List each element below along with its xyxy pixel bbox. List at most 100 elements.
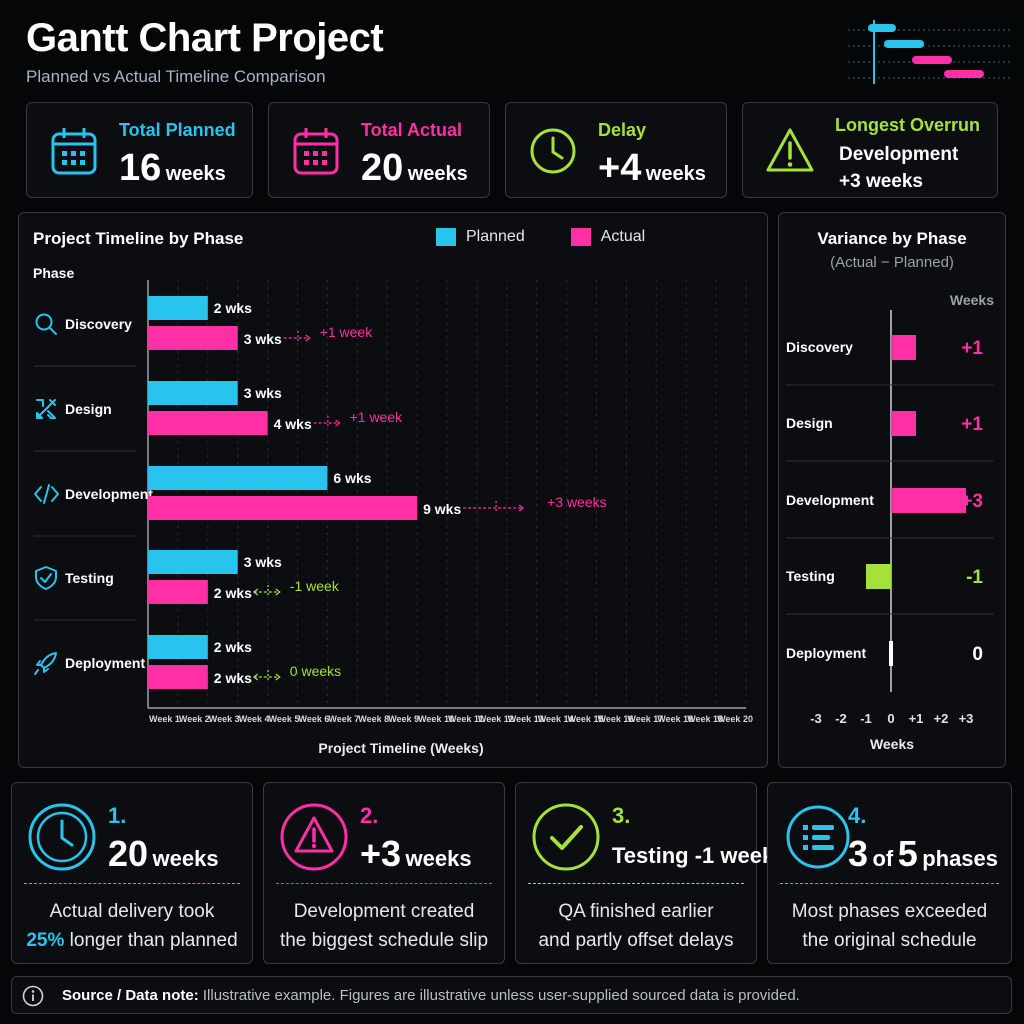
variance-x-axis-title: Weeks	[870, 736, 914, 752]
insight-highlight: 25%	[26, 930, 65, 951]
variance-x-tick-label: -2	[835, 711, 847, 726]
kpi-longest-overrun: Longest Overrun Development +3 weeks	[742, 102, 998, 198]
phase-axis-label: Phase	[33, 265, 74, 281]
variance-x-tick-label: 0	[887, 711, 894, 726]
kpi-label: Delay	[598, 120, 647, 140]
insight-unit: phases	[922, 846, 999, 871]
insight-text-line2: the biggest schedule slip	[279, 930, 489, 951]
variance-bar	[891, 335, 916, 360]
insight-text-line1: QA finished earlier	[558, 901, 714, 922]
page-subtitle: Planned vs Actual Timeline Comparison	[26, 67, 326, 86]
variance-bar	[891, 488, 966, 513]
insight-text-line1: Actual delivery took	[49, 901, 215, 922]
insight-number: 1.	[108, 803, 127, 828]
chart-legend: Planned Actual	[436, 228, 645, 246]
variance-bar	[889, 641, 893, 666]
page-title: Gantt Chart Project	[26, 16, 384, 60]
design-tools-icon	[36, 399, 56, 419]
checkmark-icon	[532, 803, 600, 871]
insight-card-2: 2. +3 weeks Development created the bigg…	[263, 782, 505, 964]
bar-label-planned: 2 wks	[214, 639, 252, 655]
bar-label-actual: 3 wks	[244, 331, 282, 347]
bar-actual	[148, 326, 238, 350]
search-icon	[35, 313, 57, 335]
bar-label-actual: 2 wks	[214, 585, 252, 601]
code-icon	[34, 484, 59, 504]
calendar-icon	[51, 128, 97, 175]
variance-chart: Weeks Discovery +1 Design +1 Development +3 Tes…	[786, 292, 994, 752]
x-tick-label: Week 7	[328, 714, 359, 724]
variance-x-tick-label: +1	[909, 711, 924, 726]
x-tick-label: Week 5	[269, 714, 300, 724]
bar-planned	[148, 381, 238, 405]
insight-text-line1: Most phases exceeded	[791, 901, 988, 922]
kpi-phase: Development	[839, 144, 959, 165]
kpi-total-planned: Total Planned 16 weeks	[26, 102, 253, 198]
warning-icon	[280, 803, 348, 871]
insight-text-line2: and partly offset delays	[538, 930, 734, 951]
bar-planned	[148, 296, 208, 320]
insight-text-line2: longer than planned	[64, 930, 238, 951]
legend-label-planned: Planned	[466, 228, 525, 245]
variance-arrowhead	[275, 673, 281, 681]
bar-actual	[148, 665, 208, 689]
variance-value-label: +1	[961, 414, 983, 435]
x-tick-label: Week 8	[358, 714, 389, 724]
category-label: Deployment	[65, 655, 145, 671]
x-tick-label: Week 16	[598, 714, 634, 724]
variance-category-label: Development	[786, 492, 874, 508]
variance-x-tick-label: -3	[810, 711, 822, 726]
variance-arrowhead	[305, 334, 311, 342]
bar-planned	[148, 550, 238, 574]
variance-arrowhead	[335, 419, 341, 427]
variance-unit-label: Weeks	[950, 292, 994, 308]
clock-icon	[530, 128, 576, 174]
variance-category-label: Testing	[786, 568, 835, 584]
insight-value: Testing -1 week	[612, 843, 775, 868]
insight-total: 5	[897, 833, 918, 874]
source-note-text: Illustrative example. Figures are illust…	[198, 987, 800, 1004]
source-note: Source / Data note: Illustrative example…	[11, 976, 1012, 1014]
insight-text-line1: Development created	[293, 901, 475, 922]
insight-unit: weeks	[405, 846, 472, 871]
gantt-logo-icon	[848, 20, 1010, 84]
insight-value: 20	[108, 833, 149, 874]
legend-swatch-planned	[436, 228, 456, 246]
bar-actual	[148, 411, 268, 435]
variance-value-label: -1	[966, 567, 983, 588]
variance-arrowhead	[252, 588, 259, 596]
legend-swatch-actual	[570, 228, 591, 246]
variance-x-tick-label: +2	[934, 711, 949, 726]
x-tick-label: Week 15	[568, 714, 604, 724]
kpi-value: +4	[598, 147, 642, 189]
variance-category-label: Design	[786, 415, 833, 431]
timeline-panel-title: Project Timeline by Phase	[33, 229, 244, 248]
insight-card-1: 1. 20 weeks Actual delivery took 25% lon…	[11, 782, 253, 964]
variance-value-label: 0	[972, 644, 983, 665]
kpi-label: Longest Overrun	[835, 115, 981, 135]
variance-x-tick-label: -1	[860, 711, 872, 726]
variance-category-label: Discovery	[786, 339, 853, 355]
kpi-label: Total Actual	[361, 120, 463, 140]
category-label: Testing	[65, 570, 114, 586]
insight-card-4: 4. 3 of 5 phases Most phases exceeded th…	[767, 782, 1012, 964]
bar-label-actual: 9 wks	[423, 501, 461, 517]
kpi-unit: weeks	[165, 163, 226, 185]
bar-label-actual: 2 wks	[214, 670, 252, 686]
variance-category-label: Deployment	[786, 645, 866, 661]
kpi-delay: Delay +4 weeks	[505, 102, 727, 198]
legend-label-actual: Actual	[600, 228, 646, 245]
variance-panel-subtitle: (Actual − Planned)	[830, 254, 954, 271]
x-tick-label: Week 12	[478, 714, 514, 724]
variance-bar	[891, 411, 916, 436]
variance-value-label: +3	[961, 491, 983, 512]
category-label: Design	[65, 401, 112, 417]
bar-label-actual: 4 wks	[274, 416, 312, 432]
x-tick-label: Week 17	[627, 714, 663, 724]
list-icon	[786, 805, 850, 869]
x-tick-label: Week 9	[388, 714, 419, 724]
bar-label-planned: 3 wks	[244, 554, 282, 570]
insight-number: 3.	[612, 803, 631, 828]
category-label: Development	[65, 486, 153, 502]
